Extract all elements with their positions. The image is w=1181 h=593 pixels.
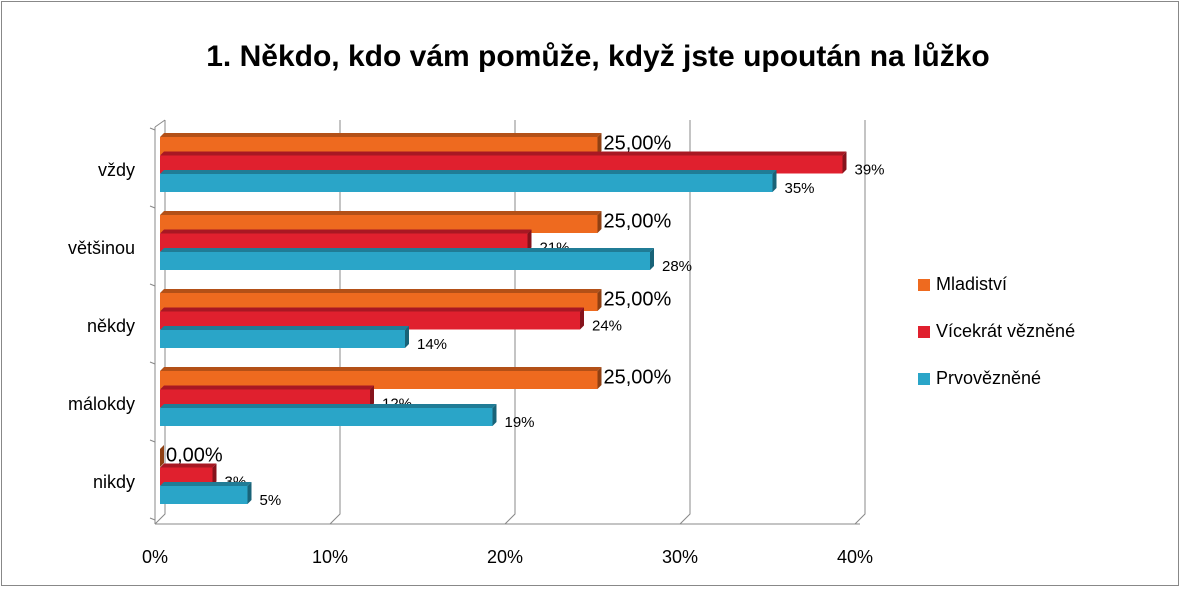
x-tick-label: 10%: [312, 547, 348, 567]
bar-side: [597, 211, 602, 233]
bar-top: [160, 248, 654, 252]
y-tick: [149, 517, 156, 521]
x-tick-label: 0%: [142, 547, 168, 567]
legend-label: Prvovězněné: [936, 368, 1041, 388]
bar: [160, 155, 843, 174]
bar-side: [597, 133, 602, 155]
y-tick-label: většinou: [68, 238, 135, 258]
bar-side: [370, 385, 374, 408]
data-label: 25,00%: [604, 210, 672, 232]
bar-top: [160, 385, 374, 390]
bar-side: [597, 289, 602, 311]
data-label: 35%: [785, 180, 815, 197]
bar-top: [160, 229, 532, 234]
y-tick: [149, 283, 156, 287]
bar: [160, 215, 598, 233]
bar-side: [580, 307, 584, 330]
y-axis-back: [154, 119, 166, 128]
bar: [160, 293, 598, 311]
bar-top: [160, 482, 252, 486]
y-tick: [149, 205, 156, 209]
x-tick-label: 40%: [837, 547, 873, 567]
bar: [160, 408, 493, 426]
data-label: 19%: [505, 414, 535, 431]
data-label: 24%: [592, 317, 622, 334]
grid-line: [854, 120, 866, 525]
data-label: 25,00%: [604, 132, 672, 154]
bar-top: [160, 326, 409, 330]
bar-top: [160, 151, 847, 156]
bar-top: [160, 170, 777, 174]
bar-side: [527, 229, 532, 252]
bar-side: [492, 404, 497, 426]
x-tick-label: 30%: [662, 547, 698, 567]
bar: [160, 137, 598, 155]
bar-top: [160, 307, 584, 312]
x-tick-label: 20%: [487, 547, 523, 567]
y-tick-label: málokdy: [68, 394, 135, 414]
bar-side: [650, 248, 654, 270]
bar-side: [405, 326, 409, 348]
legend-label: Mladiství: [936, 274, 1007, 294]
bar: [160, 486, 248, 504]
y-tick-label: vždy: [98, 160, 135, 180]
bar-side: [247, 482, 252, 504]
data-label: 0,00%: [166, 444, 223, 466]
bar-side: [597, 367, 602, 389]
bar-side: [212, 463, 217, 486]
data-label: 25,00%: [604, 366, 672, 388]
bar: [160, 330, 405, 348]
data-label: 14%: [417, 336, 447, 353]
data-label: 28%: [662, 258, 692, 275]
legend-swatch: [918, 373, 930, 385]
legend-swatch: [918, 279, 930, 291]
bar: [160, 252, 650, 270]
bar-top: [160, 133, 602, 137]
bar-top: [160, 211, 602, 215]
bar: [160, 311, 580, 330]
y-tick-label: někdy: [87, 316, 135, 336]
bar-side: [772, 170, 777, 192]
bar: [160, 174, 773, 192]
y-tick: [149, 361, 156, 365]
data-label: 5%: [260, 492, 282, 509]
y-tick: [149, 127, 156, 131]
bar: [160, 233, 528, 252]
bar-side: [842, 151, 847, 174]
bar: [160, 467, 213, 486]
bar: [160, 389, 370, 408]
data-label: 39%: [855, 161, 885, 178]
legend-swatch: [918, 326, 930, 338]
bar-top: [160, 289, 602, 293]
y-tick-label: nikdy: [93, 472, 135, 492]
grid-line: [679, 120, 691, 525]
legend-label: Vícekrát vězněné: [936, 321, 1075, 341]
y-tick: [149, 439, 156, 443]
bar: [160, 371, 598, 389]
chart-title: 1. Někdo, kdo vám pomůže, když jste upou…: [206, 40, 989, 73]
bar-side: [160, 445, 164, 467]
bar-top: [160, 367, 602, 371]
data-label: 25,00%: [604, 288, 672, 310]
bar-top: [160, 463, 217, 468]
bar-top: [160, 404, 497, 408]
